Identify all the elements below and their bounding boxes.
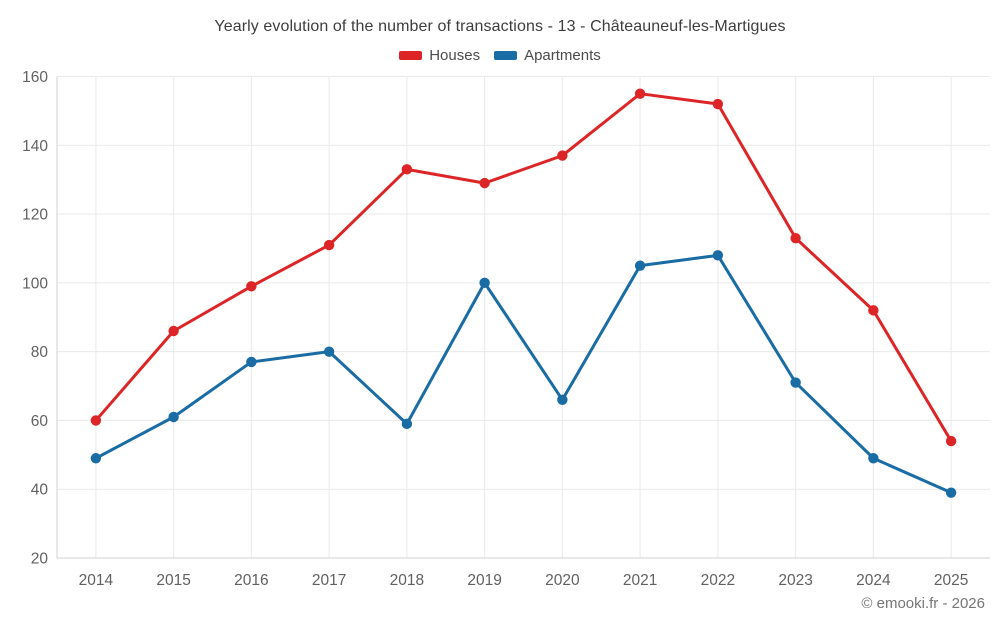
houses-point-2016[interactable] — [246, 281, 257, 292]
apartments-point-2023[interactable] — [790, 377, 801, 388]
chart-title: Yearly evolution of the number of transa… — [214, 18, 786, 35]
apartments-point-2019[interactable] — [479, 277, 490, 289]
apartments-point-2014[interactable] — [90, 453, 102, 464]
houses-point-2023[interactable] — [790, 232, 801, 244]
apartments-legend-label: Apartments — [524, 47, 601, 64]
y-axis-label: 120 — [22, 207, 48, 224]
houses-legend-swatch-icon — [399, 51, 423, 60]
x-axis-label: 2015 — [156, 572, 190, 589]
houses-point-2025[interactable] — [945, 435, 957, 447]
apartments-line — [94, 253, 953, 495]
y-axis-label: 60 — [31, 413, 49, 430]
houses-legend-label: Houses — [429, 47, 481, 64]
x-axis-label: 2022 — [701, 572, 735, 589]
x-axis-label: 2024 — [856, 572, 891, 589]
x-axis-label: 2014 — [79, 572, 114, 589]
apartments-legend-swatch-icon — [494, 51, 518, 60]
houses-point-2021[interactable] — [634, 88, 646, 99]
houses-point-2024[interactable] — [868, 305, 879, 316]
copyright-text: © emooki.fr - 2026 — [861, 595, 985, 612]
houses-point-2019[interactable] — [479, 177, 490, 189]
x-axis-label: 2021 — [623, 572, 657, 589]
y-axis-label: 100 — [22, 275, 48, 292]
apartments-point-2015[interactable] — [168, 411, 179, 423]
x-axis-label: 2017 — [312, 572, 346, 589]
apartments-point-2018[interactable] — [401, 418, 413, 430]
x-axis-label: 2016 — [234, 572, 268, 589]
x-axis-label: 2019 — [467, 572, 501, 589]
apartments-point-2016[interactable] — [246, 356, 257, 368]
x-axis-label: 2023 — [778, 572, 812, 589]
x-axis-label: 2020 — [545, 572, 580, 589]
houses-point-2022[interactable] — [712, 98, 724, 110]
houses-line — [94, 92, 953, 443]
y-axis-label: 80 — [31, 344, 49, 361]
houses-point-2018[interactable] — [401, 164, 413, 175]
y-axis-label: 40 — [31, 482, 49, 499]
apartments-point-2017[interactable] — [323, 346, 335, 357]
x-axis-label: 2018 — [390, 572, 424, 589]
apartments-point-2022[interactable] — [712, 250, 724, 261]
legend: Houses Apartments — [0, 47, 1000, 64]
legend-item-houses[interactable]: Houses — [399, 47, 480, 64]
houses-point-2020[interactable] — [557, 150, 568, 161]
y-axis-label: 160 — [22, 69, 48, 86]
x-axis-label: 2025 — [934, 572, 968, 589]
apartments-point-2020[interactable] — [557, 394, 568, 405]
houses-point-2015[interactable] — [168, 325, 179, 337]
legend-item-apartments[interactable]: Apartments — [494, 47, 601, 64]
houses-point-2014[interactable] — [90, 415, 102, 426]
apartments-point-2024[interactable] — [868, 453, 879, 464]
apartments-point-2021[interactable] — [634, 260, 646, 271]
y-axis-label: 20 — [31, 551, 49, 568]
houses-point-2017[interactable] — [323, 239, 335, 251]
y-axis-label: 140 — [22, 138, 48, 155]
apartments-point-2025[interactable] — [945, 487, 957, 498]
